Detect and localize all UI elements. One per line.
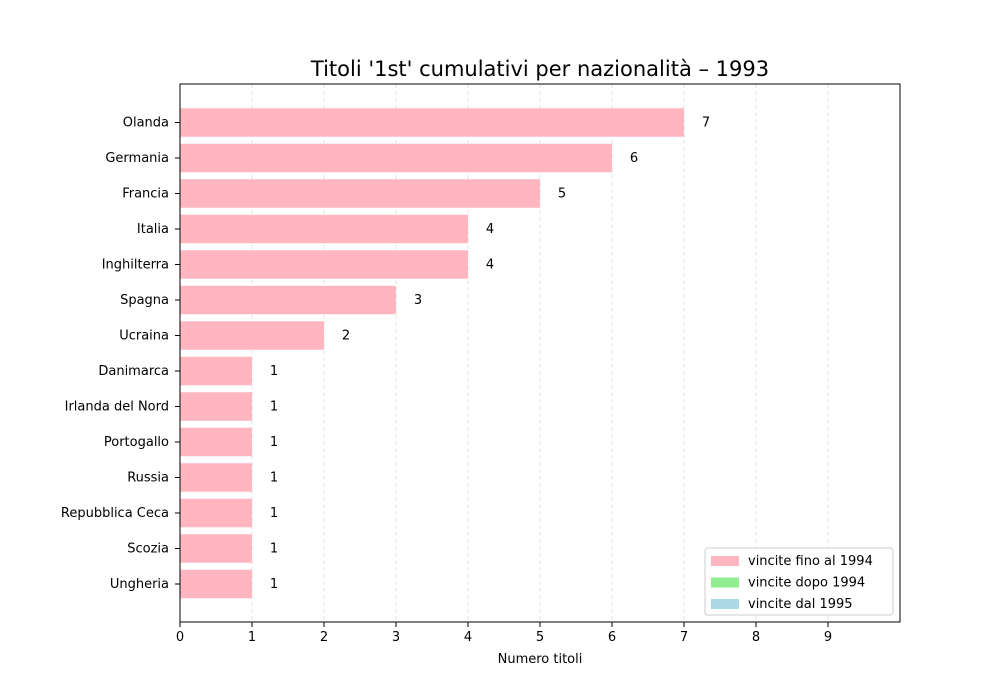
data-label: 4: [486, 222, 494, 237]
data-label: 4: [486, 258, 494, 273]
bar: [180, 356, 252, 386]
y-tick-label: Olanda: [123, 116, 169, 131]
bar: [180, 463, 252, 492]
y-tick-label: Spagna: [120, 293, 169, 308]
data-label: 1: [270, 435, 278, 450]
legend-label: vincite fino al 1994: [748, 554, 873, 569]
legend-label: vincite dal 1995: [748, 597, 853, 612]
data-label: 7: [702, 116, 710, 131]
bar: [180, 285, 396, 315]
x-tick-label: 0: [176, 630, 184, 645]
bars: [180, 108, 684, 599]
bar: [180, 534, 252, 563]
bar: [180, 179, 540, 208]
data-label: 6: [630, 151, 638, 166]
x-tick-label: 6: [608, 630, 616, 645]
legend-swatch: [711, 577, 739, 588]
y-tick-label: Italia: [137, 222, 169, 237]
x-axis-label: Numero titoli: [498, 652, 583, 667]
y-tick-label: Ungheria: [110, 577, 169, 592]
x-tick-label: 8: [752, 630, 760, 645]
data-label: 1: [270, 471, 278, 486]
bar: [180, 321, 324, 350]
x-tick-label: 4: [464, 630, 472, 645]
data-label: 1: [270, 506, 278, 521]
bar: [180, 569, 252, 599]
data-label: 1: [270, 542, 278, 557]
y-tick-label: Scozia: [127, 542, 169, 557]
x-tick-label: 5: [536, 630, 544, 645]
legend-box: [704, 547, 894, 616]
bar: [180, 427, 252, 457]
data-labels: 7 6 5 4 4 3 2 1 1 1 1 1 1 1: [270, 116, 710, 593]
y-axis: Olanda Germania Francia Italia Inghilterra Sp…: [61, 116, 180, 592]
y-tick-label: Repubblica Ceca: [61, 506, 169, 521]
data-label: 5: [558, 187, 566, 202]
legend-swatch: [711, 556, 739, 566]
y-tick-label: Germania: [105, 151, 169, 166]
bar: [180, 214, 468, 244]
x-tick-label: 2: [320, 630, 328, 645]
x-tick-label: 9: [824, 630, 832, 645]
data-label: 3: [414, 293, 422, 308]
legend-swatch: [711, 599, 739, 609]
legend-label: vincite dopo 1994: [748, 576, 865, 591]
data-label: 1: [270, 364, 278, 379]
legend: vincite fino al 1994 vincite dopo 1994 vin…: [704, 547, 894, 616]
y-tick-label: Danimarca: [98, 364, 169, 379]
y-tick-label: Irlanda del Nord: [65, 400, 169, 415]
bar: [180, 392, 252, 421]
data-label: 2: [342, 329, 350, 344]
y-tick-label: Francia: [122, 187, 169, 202]
x-tick-label: 1: [248, 630, 256, 645]
bar: [180, 250, 468, 279]
grid-lines: [179, 84, 829, 622]
x-axis: 0 1 2 3 4 5 6 7 8 9: [176, 622, 832, 645]
x-tick-label: 7: [680, 630, 688, 645]
x-tick-label: 3: [392, 630, 400, 645]
y-tick-label: Inghilterra: [102, 258, 169, 273]
data-label: 1: [270, 577, 278, 592]
y-tick-label: Portogallo: [104, 435, 169, 450]
bar: [180, 143, 612, 173]
bar: [180, 498, 252, 528]
data-label: 1: [270, 400, 278, 415]
y-tick-label: Ucraina: [119, 329, 169, 344]
y-tick-label: Russia: [127, 471, 169, 486]
chart-title: Titoli '1st' cumulativi per nazionalità …: [310, 57, 769, 81]
bar: [180, 108, 684, 137]
